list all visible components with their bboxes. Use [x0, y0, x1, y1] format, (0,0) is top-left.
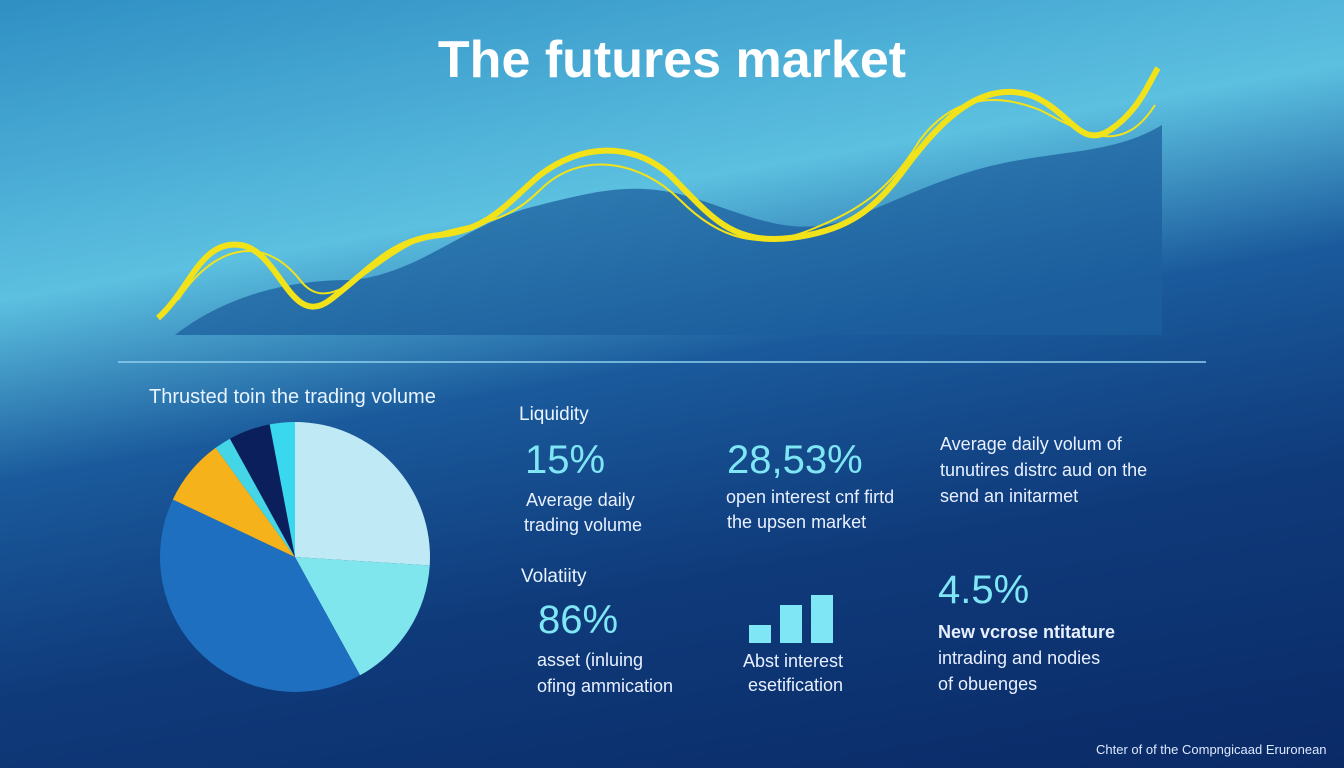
- stat-text: New vcrose ntitature: [938, 622, 1116, 642]
- stat-text: Average daily volum of: [940, 434, 1122, 454]
- stat-heading: Volatiity: [521, 566, 587, 587]
- stat-text: asset (inluing: [537, 650, 644, 670]
- bar-icon: [811, 595, 833, 643]
- bar-icon: [780, 605, 802, 643]
- area-decoration: [175, 125, 1162, 335]
- pie-slice: [215, 438, 295, 557]
- wave-decoration: [177, 99, 1156, 301]
- stat-text: of obuenges: [938, 674, 1038, 694]
- pie: [159, 421, 430, 692]
- bar-icon: [749, 625, 771, 643]
- wave-decoration: [155, 66, 1161, 321]
- stat-text: intrading and nodies: [938, 648, 1101, 668]
- stat-text: send an initarmet: [940, 486, 1079, 506]
- stat-text: open interest cnf firtd: [726, 487, 895, 507]
- pie-slice: [229, 424, 295, 557]
- stat-text: tunutires distrc aud on the: [940, 460, 1148, 480]
- stat-text: the upsen market: [727, 512, 867, 532]
- footer: Chter of of the Compngicaad Eruronean: [1096, 742, 1327, 757]
- title: The futures market: [437, 31, 907, 89]
- stat-heading: Liquidity: [519, 404, 589, 425]
- stat-value: 15%: [525, 438, 606, 482]
- pie-slice: [172, 447, 295, 557]
- stat-text: Abst interest: [743, 651, 844, 671]
- stat-text: trading volume: [524, 515, 643, 535]
- stat-value: 86%: [538, 598, 619, 642]
- pie-title: Thrusted toin the trading volume: [149, 386, 436, 408]
- stat-text: esetification: [748, 675, 844, 695]
- pie-slice: [295, 421, 430, 566]
- pie-slice: [159, 499, 361, 692]
- stat-text: Average daily: [526, 490, 635, 510]
- pie-slice: [295, 557, 430, 676]
- stat-value: 28,53%: [727, 438, 863, 482]
- stat-text: ofing ammication: [537, 676, 674, 696]
- pie-slice: [269, 422, 295, 557]
- stat-value: 4.5%: [938, 568, 1030, 612]
